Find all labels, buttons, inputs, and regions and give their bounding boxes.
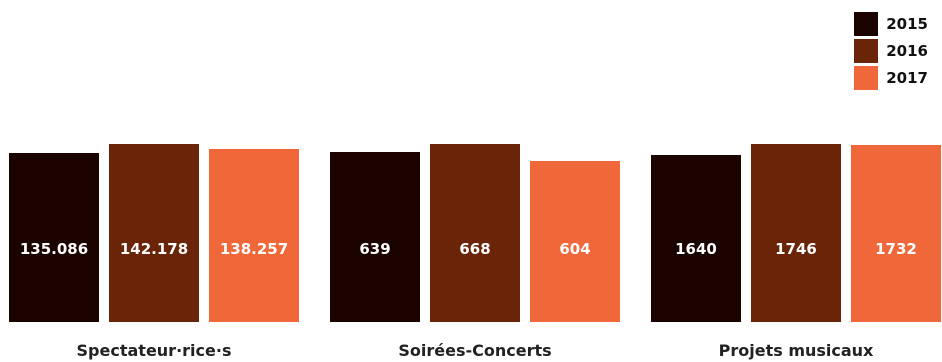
legend-swatch-2015 [854, 11, 879, 36]
bar-label-spectateur-rice-s-2017: 138.257 [220, 240, 288, 258]
bar-label-spectateur-rice-s-2016: 142.178 [120, 240, 188, 258]
bar-spectateur-rice-s-2017 [209, 149, 299, 322]
bar-soir-es-concerts-2015 [330, 152, 420, 322]
bar-projets-musicaux-2015 [651, 155, 741, 322]
bar-label-projets-musicaux-2016: 1746 [775, 240, 817, 258]
legend-label-2016: 2016 [886, 41, 928, 60]
bar-label-soir-es-concerts-2017: 604 [559, 240, 590, 258]
bar-projets-musicaux-2016 [751, 144, 841, 322]
bar-projets-musicaux-2017 [851, 145, 941, 322]
category-label-projets-musicaux: Projets musicaux [719, 341, 874, 360]
legend-item-2015: 2015 [854, 10, 928, 37]
bar-soir-es-concerts-2016 [430, 144, 520, 322]
category-label-soir-es-concerts: Soirées-Concerts [398, 341, 551, 360]
legend-label-2017: 2017 [886, 68, 928, 87]
legend-swatch-2016 [854, 38, 879, 63]
bar-label-soir-es-concerts-2015: 639 [359, 240, 390, 258]
legend-label-2015: 2015 [886, 14, 928, 33]
legend: 2015 2016 2017 [854, 10, 928, 91]
bar-spectateur-rice-s-2016 [109, 144, 199, 322]
bar-label-projets-musicaux-2015: 1640 [675, 240, 717, 258]
bar-label-soir-es-concerts-2016: 668 [459, 240, 490, 258]
legend-swatch-2017 [854, 65, 879, 90]
bar-label-spectateur-rice-s-2015: 135.086 [20, 240, 88, 258]
category-label-spectateur-rice-s: Spectateur·rice·s [77, 341, 232, 360]
bar-spectateur-rice-s-2015 [9, 153, 99, 322]
legend-item-2016: 2016 [854, 37, 928, 64]
bar-soir-es-concerts-2017 [530, 161, 620, 322]
bar-label-projets-musicaux-2017: 1732 [875, 240, 917, 258]
legend-item-2017: 2017 [854, 64, 928, 91]
